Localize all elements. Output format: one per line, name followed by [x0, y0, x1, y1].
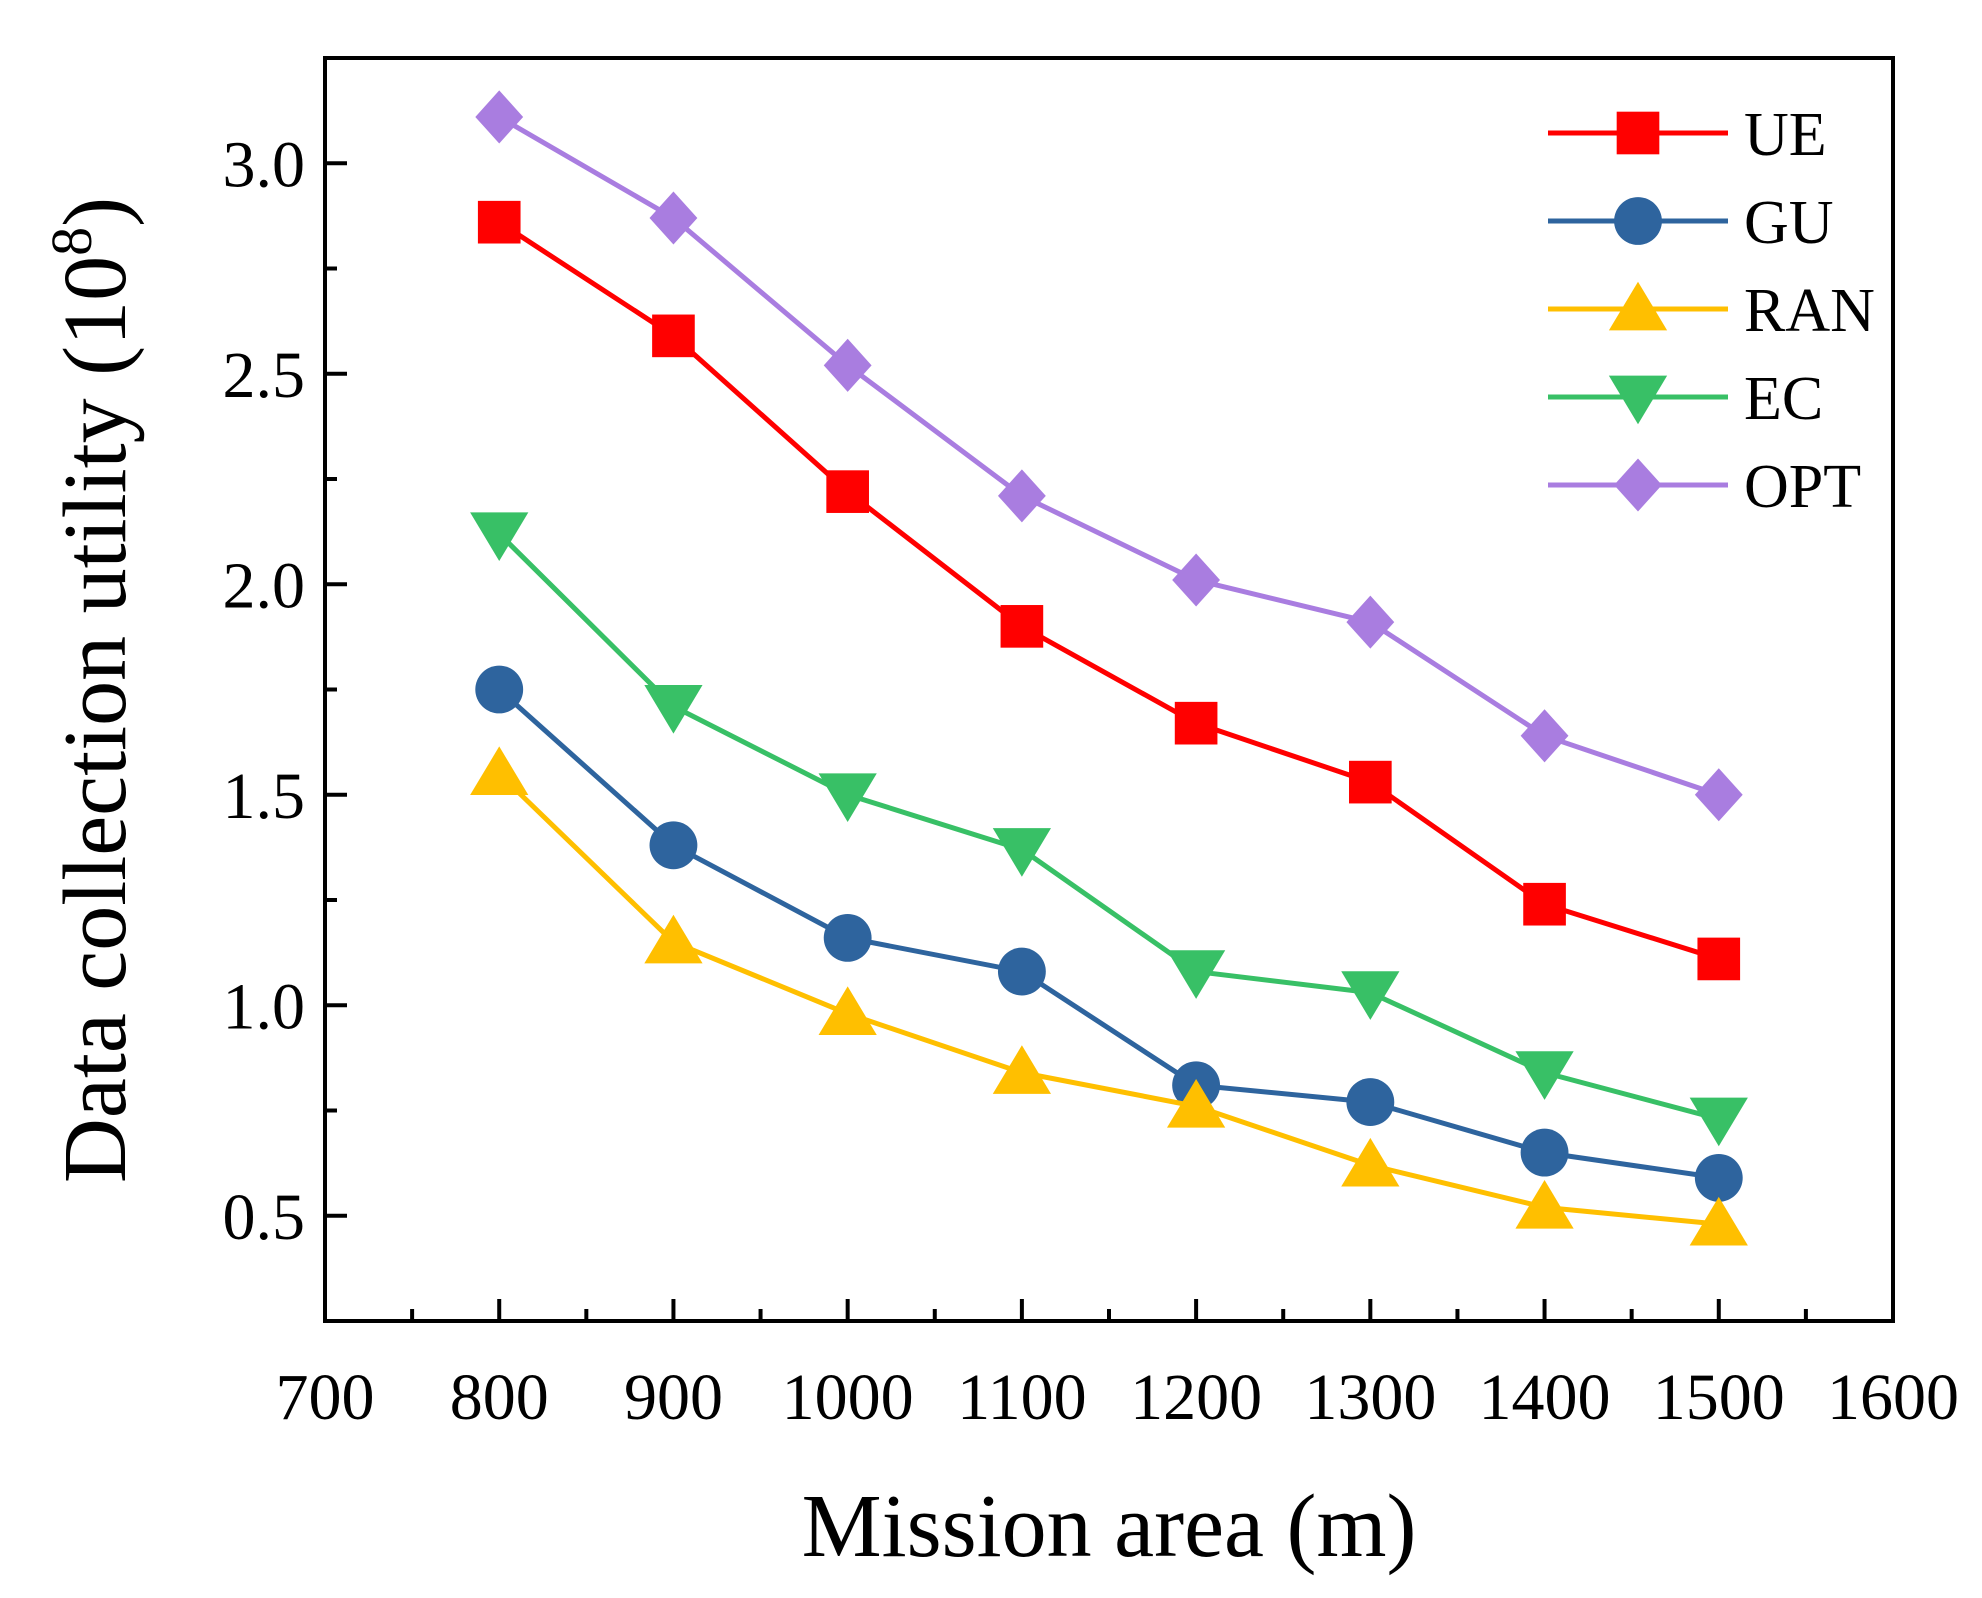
- y-axis-title-exponent: 8: [39, 227, 104, 256]
- data-point-opt: [997, 469, 1046, 523]
- legend-marker-opt: [1614, 458, 1662, 512]
- legend-marker-ran: [1608, 281, 1668, 331]
- data-point-ue: [1349, 760, 1392, 804]
- series-line-opt: [497, 114, 1720, 798]
- data-point-opt: [1346, 595, 1395, 649]
- series-line-gu: [497, 687, 1720, 1181]
- y-axis-title-close: ): [46, 197, 145, 227]
- data-point-ran: [1341, 1137, 1400, 1187]
- y-tick-label: 2.5: [223, 339, 306, 412]
- x-tick-label: 1600: [1827, 1361, 1959, 1434]
- legend-label-ec: EC: [1744, 365, 1823, 433]
- y-axis-title: Data collection utility (108): [39, 197, 145, 1183]
- data-point-opt: [1172, 553, 1221, 607]
- plot-frame: [323, 56, 1895, 1323]
- data-point-ue: [477, 200, 521, 244]
- data-point-ec: [1689, 1097, 1748, 1147]
- x-tick-label: 1000: [782, 1361, 914, 1434]
- data-point-opt: [1694, 768, 1743, 822]
- y-tick-label: 2.0: [223, 549, 306, 622]
- data-point-ec: [992, 828, 1052, 877]
- data-point-ran: [470, 746, 529, 796]
- data-point-ec: [1341, 971, 1400, 1020]
- data-point-opt: [475, 90, 524, 144]
- y-tick-label: 3.0: [223, 128, 306, 201]
- data-point-opt: [1520, 709, 1569, 763]
- data-point-gu: [823, 913, 872, 962]
- legend-item-ue: UE: [1548, 101, 1827, 169]
- data-point-ec: [1515, 1051, 1574, 1100]
- data-point-ran: [992, 1045, 1052, 1094]
- y-axis-title-main: Data collection utility (10: [46, 256, 145, 1183]
- legend-marker-ue: [1616, 111, 1660, 155]
- series-line-ue: [497, 220, 1720, 962]
- data-point-ec: [818, 773, 877, 823]
- legend: UE GU RAN EC OPT: [1548, 101, 1875, 521]
- y-tick-label: 1.0: [223, 970, 306, 1043]
- data-point-ec: [1166, 950, 1226, 999]
- legend-label-ue: UE: [1744, 101, 1827, 169]
- x-tick-label: 900: [624, 1361, 723, 1434]
- axes-layer: 700 800 900 1000 1100 1200 1300 1400 1500 1600 0.5…: [223, 56, 1959, 1434]
- data-point-opt: [649, 191, 698, 245]
- data-point-gu: [649, 821, 698, 870]
- x-tick-label: 1500: [1653, 1361, 1785, 1434]
- x-tick-label: 1200: [1130, 1361, 1262, 1434]
- data-point-ec: [644, 685, 703, 734]
- legend-marker-gu: [1614, 197, 1662, 245]
- series-opt: [475, 90, 1743, 822]
- data-point-ue: [1523, 882, 1566, 926]
- data-point-opt: [823, 338, 872, 392]
- data-point-gu: [1694, 1153, 1743, 1202]
- x-tick-label: 1300: [1304, 1361, 1436, 1434]
- y-tick-label: 0.5: [223, 1181, 306, 1254]
- data-point-gu: [475, 665, 524, 714]
- x-tick-label: 1400: [1479, 1361, 1611, 1434]
- series-layer: [470, 90, 1748, 1246]
- data-point-ue: [1697, 937, 1741, 981]
- legend-item-ran: RAN: [1548, 277, 1875, 345]
- y-tick-label: 1.5: [223, 760, 306, 833]
- data-point-ue: [1000, 605, 1044, 648]
- x-tick-label: 1100: [957, 1361, 1087, 1434]
- data-point-ue: [826, 470, 869, 513]
- legend-marker-ec: [1608, 375, 1668, 425]
- data-point-ran: [1689, 1196, 1748, 1246]
- legend-item-ec: EC: [1548, 365, 1823, 433]
- series-line-ec: [497, 531, 1720, 1122]
- legend-item-gu: GU: [1548, 189, 1834, 257]
- data-point-ran: [1515, 1180, 1574, 1229]
- data-point-ue: [652, 314, 695, 358]
- series-ue: [477, 200, 1741, 981]
- legend-label-ran: RAN: [1744, 277, 1875, 345]
- x-axis-title: Mission area (m): [802, 1477, 1417, 1576]
- series-ran: [470, 746, 1748, 1246]
- legend-label-opt: OPT: [1744, 453, 1861, 521]
- data-point-gu: [1346, 1078, 1395, 1126]
- data-point-ran: [1166, 1078, 1226, 1128]
- data-point-ran: [644, 914, 703, 964]
- x-tick-label: 800: [450, 1361, 549, 1434]
- legend-item-opt: OPT: [1548, 453, 1861, 521]
- series-line-ran: [497, 771, 1720, 1227]
- series-ec: [470, 512, 1748, 1147]
- data-point-ue: [1174, 701, 1218, 745]
- x-tick-label: 700: [276, 1361, 375, 1434]
- data-point-gu: [1520, 1128, 1569, 1177]
- data-point-ran: [818, 986, 877, 1035]
- legend-label-gu: GU: [1744, 189, 1834, 257]
- data-point-ec: [470, 512, 529, 562]
- data-point-gu: [997, 947, 1046, 996]
